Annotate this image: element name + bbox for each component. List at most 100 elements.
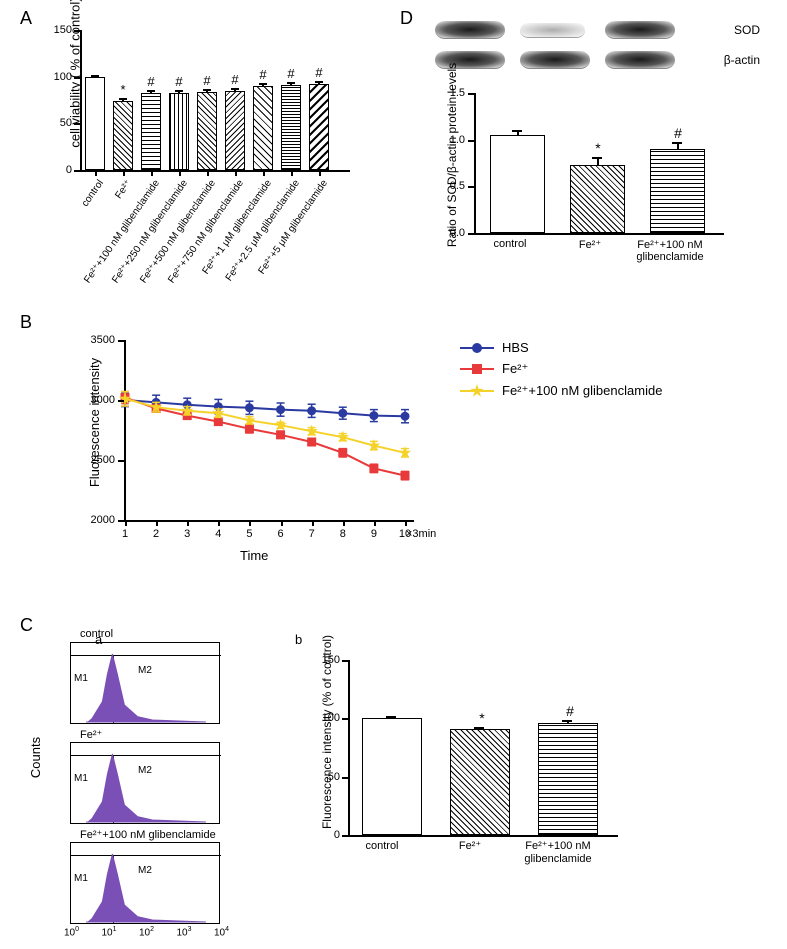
legend-entry: HBS (460, 340, 662, 355)
line-svg (125, 340, 405, 520)
panel-c-bar: Fluorescence intensity (% of control) *#… (290, 655, 670, 935)
bar-row: *# (352, 660, 612, 835)
ytick-label: 100 (305, 712, 340, 724)
x-category-label: control (337, 840, 427, 853)
bar-row: * # # # # # # # (85, 30, 345, 170)
legend-entry: Fe²⁺+100 nM glibenclamide (460, 383, 662, 399)
actin-label: β-actin (724, 53, 760, 67)
y-axis (348, 660, 350, 835)
flow-xtick-label: 102 (139, 926, 154, 938)
significance-marker: # (225, 72, 245, 87)
x-axis (474, 233, 724, 235)
band-sod-3 (605, 21, 675, 39)
panel-c-flow: controlM1M2Fe²⁺M1M2Fe²⁺+100 nM glibencla… (60, 630, 250, 930)
ytick-label: 150 (305, 654, 340, 666)
bar (362, 718, 422, 835)
panel-c-label: C (20, 615, 33, 636)
bar (253, 86, 273, 170)
significance-marker: # (169, 74, 189, 89)
significance-marker: # (197, 73, 217, 88)
band-sod-2 (520, 23, 585, 38)
panel-b: Fluorescence intensity Time ×3min 200025… (30, 320, 750, 600)
bar (141, 93, 161, 170)
panel-cb-label: b (295, 632, 302, 647)
xtick-label: 4 (208, 528, 228, 540)
ytick (74, 30, 80, 32)
xtick-label: 1 (115, 528, 135, 540)
legend: HBS Fe²⁺ Fe²⁺+100 nM glibenclamide (460, 340, 662, 405)
flow-panel-title: control (80, 628, 113, 640)
ytick-label: 1.0 (440, 134, 465, 146)
significance-marker: # (253, 67, 273, 82)
bar (85, 77, 105, 170)
ytick-label: 100 (40, 71, 72, 83)
ytick-label: 3500 (80, 334, 115, 346)
ytick-label: 50 (305, 771, 340, 783)
flow-histogram: M1M2 (70, 742, 220, 824)
band-sod-1 (435, 21, 505, 39)
significance-marker: * (113, 82, 133, 97)
ytick (74, 77, 80, 79)
ytick (74, 170, 80, 172)
ytick-label: 1.5 (440, 87, 465, 99)
bar (197, 92, 217, 170)
xtick-label: 9 (364, 528, 384, 540)
flow-xtick-label: 100 (64, 926, 79, 938)
flow-xtick-label: 101 (102, 926, 117, 938)
ytick (74, 123, 80, 125)
sod-band-row (430, 21, 690, 43)
ytick-label: 150 (40, 24, 72, 36)
sod-label: SOD (734, 23, 760, 37)
ytick-label: 3000 (80, 394, 115, 406)
panel-d-bar: Ratio of SOD/β-actin protein levels *# 0… (420, 93, 740, 273)
band-actin-2 (520, 51, 590, 69)
y-axis (474, 93, 476, 233)
panel-a-chart: cell viability ( % of control) *####### … (30, 20, 400, 290)
flow-histogram: M1M2 (70, 642, 220, 724)
significance-marker: * (472, 710, 492, 726)
significance-marker: # (668, 125, 688, 141)
x-category-label: Fe²⁺ (550, 238, 630, 251)
bar (113, 101, 133, 170)
xtick-label: 6 (271, 528, 291, 540)
ytick-label: 0.5 (440, 180, 465, 192)
ytick-label: 0 (40, 164, 72, 176)
ytick-label: 0 (305, 829, 340, 841)
xtick-label: 3 (177, 528, 197, 540)
bar (309, 84, 329, 170)
ytick-label: 50 (40, 117, 72, 129)
bar (281, 85, 301, 170)
x-category-label: Fe²⁺ (425, 840, 515, 853)
xtick-label: 7 (302, 528, 322, 540)
ytick-label: 0.0 (440, 227, 465, 239)
counts-axis-label: Counts (28, 737, 43, 778)
legend-label: Fe²⁺+100 nM glibenclamide (502, 383, 662, 399)
bar (650, 149, 705, 233)
band-actin-3 (605, 51, 675, 69)
bar (225, 91, 245, 170)
significance-marker: # (141, 74, 161, 89)
significance-marker: * (588, 140, 608, 156)
bar (450, 729, 510, 835)
flow-histogram: M1M2 (70, 842, 220, 924)
significance-marker: # (309, 65, 329, 80)
legend-label: HBS (502, 340, 529, 355)
x-axis (348, 835, 618, 837)
bar (169, 93, 189, 170)
x-axis (124, 520, 414, 522)
x-category-label: control (470, 238, 550, 250)
legend-label: Fe²⁺ (502, 361, 528, 377)
x-category-label: Fe²⁺+100 nMglibenclamide (630, 238, 710, 263)
y-axis-title: Fluorescence intensity (87, 358, 102, 487)
xtick-label: 10 (395, 528, 415, 540)
flow-panel-title: Fe²⁺+100 nM glibenclamide (80, 828, 216, 841)
bar-row: *# (480, 93, 720, 233)
bar (538, 723, 598, 835)
legend-entry: Fe²⁺ (460, 361, 662, 377)
actin-band-row (430, 51, 690, 73)
x-axis (80, 170, 350, 172)
xtick-label: 8 (333, 528, 353, 540)
x-category-label: Fe²⁺+100 nMglibenclamide (513, 840, 603, 866)
xtick-label: 5 (239, 528, 259, 540)
significance-marker: # (281, 66, 301, 81)
